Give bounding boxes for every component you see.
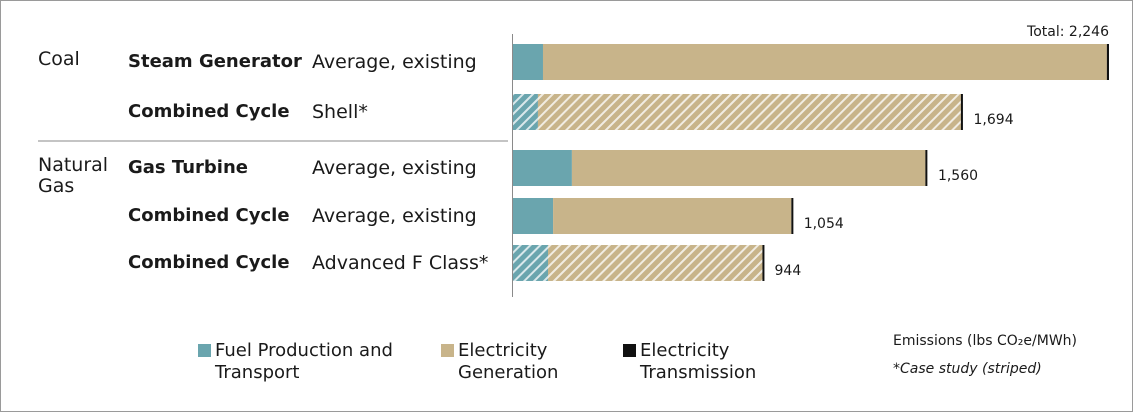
bar-segment <box>960 94 963 130</box>
bar-segment <box>513 198 554 234</box>
total-label: 1,694 <box>973 112 1014 128</box>
category-label: Gas Turbine <box>128 157 248 178</box>
bar-segment <box>571 150 926 186</box>
total-label: 944 <box>774 263 802 279</box>
total-label: Total: 2,246 <box>1027 24 1109 40</box>
axis-label: Emissions (lbs CO₂e/MWh) <box>893 333 1078 349</box>
bar-segment <box>1106 44 1109 80</box>
bar-segment <box>553 198 792 234</box>
total-label: 1,054 <box>803 216 844 232</box>
stripe-overlay <box>537 94 961 130</box>
bar-segment <box>513 44 543 80</box>
category-label: Combined Cycle <box>128 205 290 226</box>
note: *Case study (striped) <box>893 361 1042 377</box>
variant-label: Advanced F Class* <box>312 252 489 274</box>
category-label: Steam Generator <box>128 51 302 72</box>
legend-swatch <box>623 344 636 357</box>
group-label: Coal <box>38 48 80 70</box>
stripe-overlay <box>548 245 763 281</box>
group-label: Natural Gas <box>38 154 109 197</box>
bar-segment <box>925 150 928 186</box>
bar-segment <box>542 44 1107 80</box>
legend-label: Electricity Transmission <box>640 340 757 383</box>
legend-label: Electricity Generation <box>458 340 559 383</box>
category-label: Combined Cycle <box>128 101 290 122</box>
stripe-overlay <box>513 94 538 130</box>
variant-label: Average, existing <box>312 51 477 73</box>
category-label: Combined Cycle <box>128 252 290 273</box>
legend-swatch <box>198 344 211 357</box>
legend-label: Fuel Production and Transport <box>215 340 393 383</box>
stripe-overlay <box>513 245 549 281</box>
variant-label: Average, existing <box>312 205 477 227</box>
bar-segment <box>513 150 572 186</box>
bar-segment <box>762 245 765 281</box>
total-label: 1,560 <box>937 168 979 184</box>
bar-segment <box>791 198 794 234</box>
variant-label: Average, existing <box>312 157 477 179</box>
variant-label: Shell* <box>312 101 368 123</box>
legend-swatch <box>441 344 454 357</box>
